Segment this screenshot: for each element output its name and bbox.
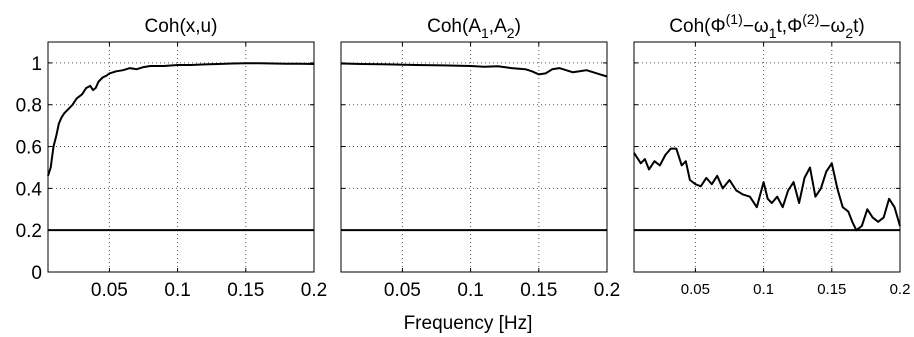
coherence-series-line	[47, 62, 315, 177]
chart-title: Coh(x,u)	[145, 16, 218, 37]
y-tick-label: 1	[31, 54, 42, 75]
x-tick-label: 0.05	[91, 280, 128, 301]
axes-box	[340, 41, 608, 273]
coherence-series-line	[633, 147, 901, 232]
chart-panel-1: 0.05 0.1 0.15 0.2 0 0.2 0.4 0.6 0.8 1 Coh(x,u)	[16, 16, 328, 301]
axes-box	[633, 41, 901, 273]
x-tick-label: 0.05	[384, 280, 421, 301]
y-tick-label: 0.4	[16, 179, 43, 200]
chart-panel-3: 0.05 0.1 0.15 0.2 Coh(Φ(1)−ω1t,Φ(2)−ω2t)	[633, 11, 911, 298]
x-tick-label: 0.2	[594, 280, 620, 301]
plot-area	[48, 42, 314, 272]
chart-title: Coh(A1,A2)	[427, 16, 521, 41]
x-tick-label: 0.05	[681, 281, 710, 298]
axes-box	[47, 41, 315, 273]
x-tick-label: 0.2	[301, 280, 327, 301]
x-tick-label: 0.15	[227, 280, 264, 301]
plot-area	[341, 42, 607, 272]
x-tick-label: 0.1	[164, 280, 190, 301]
x-tick-label: 0.15	[817, 281, 846, 298]
x-axis-label: Frequency [Hz]	[404, 313, 533, 334]
chart-panel-2: 0.05 0.1 0.15 0.2 Coh(A1,A2)	[340, 16, 620, 301]
x-tick-label: 0.1	[753, 281, 774, 298]
y-tick-label: 0	[31, 263, 42, 284]
x-tick-label: 0.1	[457, 280, 483, 301]
y-tick-label: 0.2	[16, 221, 42, 242]
plot-area	[634, 42, 900, 272]
x-tick-label: 0.2	[890, 281, 911, 298]
chart-title: Coh(Φ(1)−ω1t,Φ(2)−ω2t)	[669, 11, 864, 41]
y-tick-label: 0.6	[16, 138, 42, 159]
x-tick-label: 0.15	[520, 280, 557, 301]
coherence-series-line	[340, 62, 608, 78]
y-tick-label: 0.8	[16, 96, 42, 117]
